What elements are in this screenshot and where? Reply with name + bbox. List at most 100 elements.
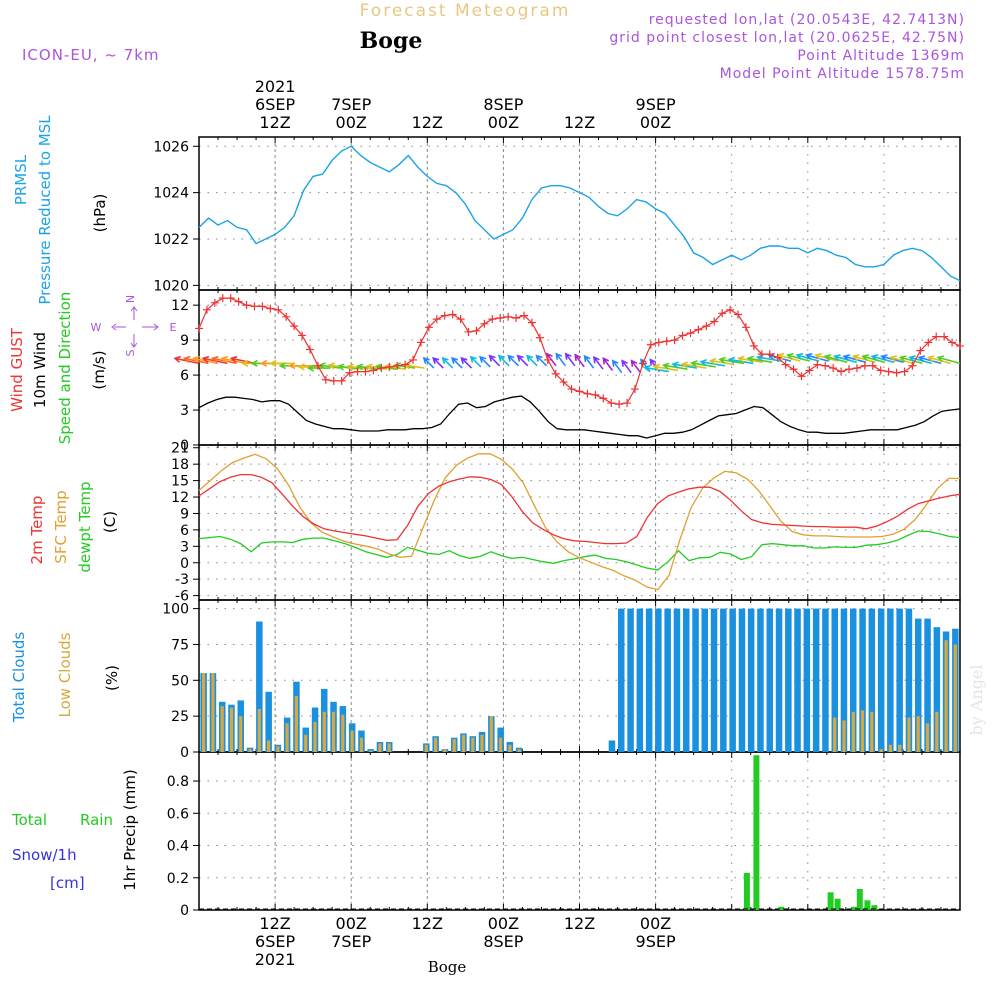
rain-bar <box>871 905 878 910</box>
gust-marker <box>630 385 639 394</box>
gust-marker <box>527 318 536 327</box>
gust-marker <box>718 309 727 318</box>
gust-marker <box>274 305 283 314</box>
wind-arrow <box>535 354 548 367</box>
gust-marker <box>504 312 513 321</box>
gust-marker <box>908 361 917 370</box>
top-title: Forecast Meteogram <box>360 1 571 21</box>
gust-marker <box>956 341 964 350</box>
gust-marker <box>416 338 425 347</box>
wind-arrow <box>851 354 876 364</box>
gust-marker <box>615 400 624 409</box>
low-cloud-bar <box>517 749 521 752</box>
low-cloud-bar <box>211 673 215 752</box>
low-cloud-bar <box>434 737 438 752</box>
gust-marker <box>757 350 766 359</box>
ytick-label: 1020 <box>153 278 189 294</box>
wind-arrow <box>337 363 359 371</box>
ytick-label: 1026 <box>153 139 189 155</box>
precip-axis-label: 1hr Precip (mm) <box>121 769 139 890</box>
gust-marker <box>662 337 671 346</box>
gust-marker <box>337 376 346 385</box>
total-cloud-bar <box>710 608 718 752</box>
rain-bar <box>856 889 863 910</box>
wind-arrow <box>432 356 444 369</box>
total-cloud-bar <box>645 608 653 752</box>
low-cloud-bar <box>870 711 874 752</box>
gust-marker <box>551 369 560 378</box>
gust-marker <box>638 359 647 368</box>
wind-arrow <box>593 355 604 370</box>
wind-arrow <box>564 352 576 367</box>
wind-arrow <box>516 354 529 367</box>
compass-w: W <box>91 321 102 334</box>
total-cloud-bar <box>608 740 616 752</box>
total-cloud-bar <box>692 608 699 752</box>
total-cloud-bar <box>896 608 903 752</box>
wind-arrow <box>917 355 942 365</box>
low-cloud-bar <box>443 749 447 752</box>
total-cloud-bar <box>747 608 755 752</box>
wind-arrow <box>574 353 585 368</box>
wind-arrow <box>630 359 642 374</box>
wind-arrow <box>652 363 679 372</box>
low-cloud-bar <box>359 737 363 752</box>
watermark: by Angel <box>967 664 986 735</box>
temperature-series <box>198 453 961 591</box>
wind-arrow <box>889 355 914 365</box>
compass-ew-arrow-icon <box>111 323 159 331</box>
gust-marker <box>440 311 449 320</box>
low-cloud-bar <box>925 723 930 752</box>
point-altitude: Point Altitude 1369m <box>797 48 965 64</box>
total-cloud-bar <box>738 608 746 752</box>
header: Forecast Meteogram Boge ICON-EU, ~ 7km r… <box>22 1 986 976</box>
gust-marker <box>821 361 830 370</box>
wind-arrow <box>460 356 473 369</box>
total-cloud-bar <box>775 608 783 752</box>
dewpt-label: dewpt Temp <box>76 481 94 572</box>
bottom-date-label: 6SEP <box>255 932 295 951</box>
ytick-label: -3 <box>175 572 189 588</box>
total-clouds-label: Total Clouds <box>10 632 28 724</box>
low-cloud-bar <box>461 734 466 752</box>
gust-marker <box>765 350 774 359</box>
gust-marker <box>892 368 901 377</box>
gust-marker <box>401 360 410 369</box>
low-cloud-bar <box>257 709 261 752</box>
low-cloud-bar <box>499 737 503 752</box>
total-cloud-bar <box>673 608 681 752</box>
total-cloud-bar <box>859 608 866 752</box>
low-clouds-label: Low Clouds <box>56 632 74 717</box>
wind-arrow <box>611 359 623 374</box>
ytick-label: 9 <box>180 506 189 522</box>
low-cloud-bar <box>944 640 948 752</box>
gust-marker <box>948 338 957 347</box>
gust-marker <box>940 332 949 341</box>
gust-marker <box>805 366 814 375</box>
low-cloud-bar <box>452 739 456 752</box>
low-cloud-bar <box>508 744 512 752</box>
low-cloud-bar <box>276 746 280 752</box>
gust-marker <box>797 372 806 381</box>
speed-direction-label: Speed and Direction <box>56 292 74 445</box>
gust-marker <box>242 301 251 310</box>
low-cloud-bar <box>888 744 892 752</box>
gust-marker <box>654 338 663 347</box>
low-cloud-bar <box>267 740 271 752</box>
cloud-labels: Total Clouds Low Clouds (%) <box>10 632 121 724</box>
wind-arrow <box>908 355 933 365</box>
ytick-label: 6 <box>180 523 189 539</box>
ytick-label: 1022 <box>153 232 189 248</box>
wind-arrow <box>833 354 857 364</box>
wind-arrow <box>870 354 895 364</box>
compass-e: E <box>170 321 177 334</box>
chart-panels: 1020102210241026036912-6-303691215182102… <box>153 136 964 919</box>
grid-point-coords: grid point closest lon,lat (20.0625E, 42… <box>609 30 965 46</box>
top-hour-label: 00Z <box>336 113 367 132</box>
temperature-labels: 2m Temp SFC Temp dewpt Temp (C) <box>28 481 119 572</box>
gust-marker <box>210 298 219 307</box>
total-cloud-bar <box>905 608 913 752</box>
hpa-unit: (hPa) <box>91 194 109 233</box>
